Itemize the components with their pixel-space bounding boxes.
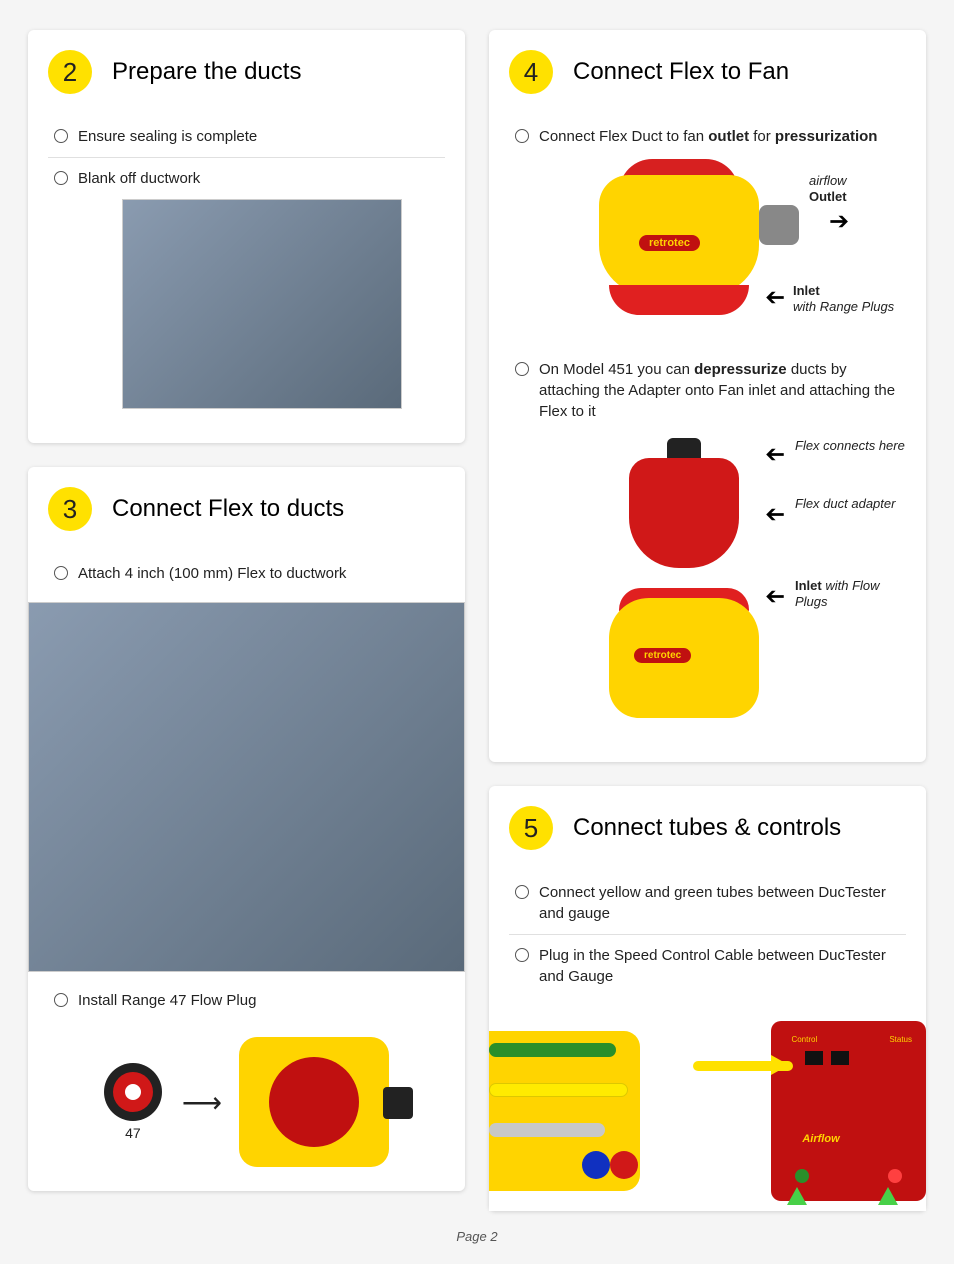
fan-brand-label: retrotec xyxy=(634,648,691,663)
page-columns: 2 Prepare the ducts Ensure sealing is co… xyxy=(28,30,926,1211)
checklist: Attach 4 inch (100 mm) Flex to ductwork xyxy=(48,553,445,594)
ductwork-photo xyxy=(122,199,402,409)
red-port-icon xyxy=(610,1151,638,1179)
left-column: 2 Prepare the ducts Ensure sealing is co… xyxy=(28,30,465,1211)
arrow-left-icon: ➔ xyxy=(765,283,785,312)
ductester-control-panel: Airflow Control Status xyxy=(733,1011,926,1211)
card-title: Connect Flex to Fan xyxy=(573,58,789,86)
yellow-arrow-icon xyxy=(771,1055,789,1075)
green-arrow-icon xyxy=(878,1187,898,1205)
fan-outlet-diagram: retrotec ➔ airflow Outlet ➔ Inlet with R… xyxy=(509,165,906,345)
checklist-item: Install Range 47 Flow Plug xyxy=(48,980,445,1021)
ethernet-jack-icon xyxy=(831,1051,849,1065)
checklist-item: Ensure sealing is complete xyxy=(48,116,445,158)
card-prepare-ducts: 2 Prepare the ducts Ensure sealing is co… xyxy=(28,30,465,443)
card-connect-tubes: 5 Connect tubes & controls Connect yello… xyxy=(489,786,926,1211)
checklist-item: Plug in the Speed Control Cable between … xyxy=(509,935,906,997)
tubes-controls-diagram: Airflow Control Status xyxy=(489,1011,926,1211)
flow-plug-diagram: 47 ⟶ xyxy=(48,1037,445,1167)
grey-cable-icon xyxy=(489,1123,605,1137)
fan-side-view xyxy=(239,1037,389,1167)
card-title: Connect Flex to ducts xyxy=(112,495,344,523)
checklist-item: Connect Flex Duct to fan outlet for pres… xyxy=(509,116,906,157)
gauge-side-panel xyxy=(489,1011,721,1211)
step-number-badge: 4 xyxy=(509,50,553,94)
annotation-flex-connects: Flex connects here xyxy=(795,438,905,454)
step-number-badge: 3 xyxy=(48,487,92,531)
card-title: Prepare the ducts xyxy=(112,58,301,86)
fan-adapter-diagram: retrotec ➔ Flex connects here ➔ Flex duc… xyxy=(509,438,906,738)
green-tube-icon xyxy=(489,1043,616,1057)
card-header: 2 Prepare the ducts xyxy=(48,50,445,94)
yellow-tube-icon xyxy=(489,1083,628,1097)
arrow-left-icon: ➔ xyxy=(765,440,785,469)
arrow-left-icon: ➔ xyxy=(765,582,785,611)
card-title: Connect tubes & controls xyxy=(573,814,841,842)
flow-plug-number: 47 xyxy=(104,1125,162,1141)
card-header: 4 Connect Flex to Fan xyxy=(509,50,906,94)
card-header: 5 Connect tubes & controls xyxy=(509,806,906,850)
annotation-inlet: Inlet with Range Plugs xyxy=(793,283,894,314)
checklist: Connect yellow and green tubes between D… xyxy=(509,872,906,997)
checklist-item: Blank off ductwork xyxy=(48,158,445,419)
checklist-item: On Model 451 you can depressurize ducts … xyxy=(509,349,906,432)
annotation-flex-adapter: Flex duct adapter xyxy=(795,496,895,512)
checklist-item: Connect yellow and green tubes between D… xyxy=(509,872,906,935)
checklist-item-label: Blank off ductwork xyxy=(78,170,200,187)
annotation-inlet-flow: Inlet with Flow Plugs xyxy=(795,578,906,609)
right-column: 4 Connect Flex to Fan Connect Flex Duct … xyxy=(489,30,926,1211)
checklist: Connect Flex Duct to fan outlet for pres… xyxy=(509,116,906,157)
flow-plug-icon: 47 xyxy=(104,1063,162,1141)
checklist-item: Attach 4 inch (100 mm) Flex to ductwork xyxy=(48,553,445,594)
checklist: Ensure sealing is complete Blank off duc… xyxy=(48,116,445,419)
ethernet-jack-icon xyxy=(805,1051,823,1065)
card-connect-flex-ducts: 3 Connect Flex to ducts Attach 4 inch (1… xyxy=(28,467,465,1191)
blue-port-icon xyxy=(582,1151,610,1179)
step-number-badge: 2 xyxy=(48,50,92,94)
arrow-right-icon: ⟶ xyxy=(182,1086,219,1119)
arrow-left-icon: ➔ xyxy=(765,500,785,529)
flex-adapter-icon xyxy=(629,458,739,568)
arrow-right-icon: ➔ xyxy=(829,207,849,236)
step-number-badge: 5 xyxy=(509,806,553,850)
hose-icon xyxy=(759,205,799,245)
fan-brand-label: retrotec xyxy=(639,235,700,251)
control-label: Control xyxy=(791,1035,817,1044)
airflow-label: Airflow xyxy=(802,1133,839,1145)
flex-duct-photo xyxy=(28,602,465,972)
checklist: On Model 451 you can depressurize ducts … xyxy=(509,349,906,432)
page-footer: Page 2 xyxy=(28,1229,926,1244)
green-port-icon xyxy=(795,1169,809,1183)
card-connect-flex-fan: 4 Connect Flex to Fan Connect Flex Duct … xyxy=(489,30,926,762)
green-arrow-icon xyxy=(787,1187,807,1205)
annotation-outlet: airflow Outlet xyxy=(809,173,847,204)
checklist: Install Range 47 Flow Plug xyxy=(48,980,445,1021)
status-label: Status xyxy=(889,1035,912,1044)
card-header: 3 Connect Flex to ducts xyxy=(48,487,445,531)
red-port-icon xyxy=(888,1169,902,1183)
